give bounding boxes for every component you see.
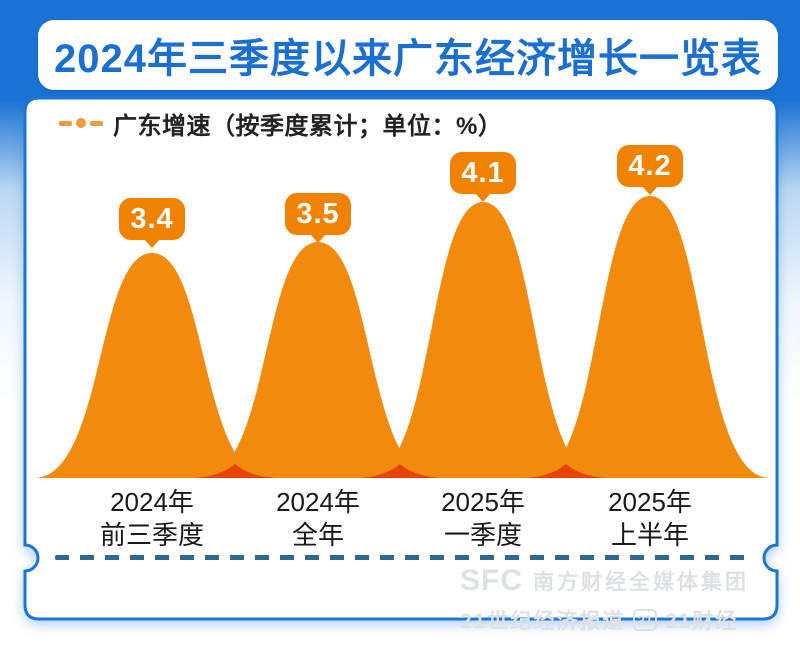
value-label-3: 4.1 xyxy=(461,156,505,189)
legend-dash-icon xyxy=(59,120,72,126)
x-axis-label-4: 2025年 上半年 xyxy=(560,486,740,552)
x-axis-label-3: 2025年 一季度 xyxy=(393,486,573,552)
value-badge-4: 4.2 xyxy=(617,145,683,187)
21-badge-icon: 21 xyxy=(633,609,657,631)
value-badge-1: 3.4 xyxy=(119,198,185,240)
value-label-2: 3.5 xyxy=(296,197,340,230)
value-badge-2: 3.5 xyxy=(285,193,351,235)
overlap-wedge-3 xyxy=(526,464,606,478)
card-border xyxy=(23,96,779,621)
overlap-wedge-1 xyxy=(195,464,275,478)
chart-card: 广东增速（按季度累计；单位：%） 3.4 3.5 4.1 4.2 2024年 前… xyxy=(23,96,779,633)
sfc-watermark: SFC 南方财经全媒体集团 21世纪经济报道 21 21财经 xyxy=(460,564,749,635)
x-axis-label-2: 2024年 全年 xyxy=(228,486,408,552)
peak-2025-q1 xyxy=(365,202,601,478)
peak-2024-q1-3 xyxy=(34,253,270,478)
x-axis-label-3-line1: 2025年 xyxy=(441,487,525,517)
overlap-wedge-2 xyxy=(360,464,440,478)
x-axis-label-1-line2: 前三季度 xyxy=(99,520,204,550)
x-axis-label-4-line1: 2025年 xyxy=(608,487,692,517)
value-label-1: 3.4 xyxy=(130,202,174,235)
legend-dash-icon xyxy=(90,120,103,126)
watermark-paper-name: 21世纪经济报道 xyxy=(460,610,626,633)
x-axis-label-4-line2: 上半年 xyxy=(610,520,689,550)
x-axis-label-1-line1: 2024年 xyxy=(110,487,194,517)
watermark-brand-name: 21财经 xyxy=(664,610,739,633)
title-banner: 2024年三季度以来广东经济增长一览表 xyxy=(38,20,778,90)
watermark-line2: 21世纪经济报道 21 21财经 xyxy=(460,605,749,635)
sfc-logo: SFC xyxy=(460,564,523,597)
dashed-divider xyxy=(55,555,749,560)
legend-dot-icon xyxy=(76,118,86,128)
peak-2025-h1 xyxy=(532,196,770,478)
legend-line-marker-icon xyxy=(59,118,103,128)
watermark-group-name: 南方财经全媒体集团 xyxy=(533,571,749,594)
value-label-4: 4.2 xyxy=(628,149,672,182)
legend: 广东增速（按季度累计；单位：%） xyxy=(59,106,502,140)
value-badge-3: 4.1 xyxy=(450,152,516,194)
x-axis-label-2-line1: 2024年 xyxy=(276,487,360,517)
x-axis-label-3-line2: 一季度 xyxy=(443,520,522,550)
growth-peaks-chart xyxy=(34,196,770,478)
legend-label: 广东增速（按季度累计；单位：%） xyxy=(113,112,503,140)
x-axis-label-2-line2: 全年 xyxy=(291,520,344,550)
x-axis-label-1: 2024年 前三季度 xyxy=(62,486,242,552)
peak-2024-full xyxy=(200,242,436,478)
page-title: 2024年三季度以来广东经济增长一览表 xyxy=(54,37,762,81)
watermark-line1: SFC 南方财经全媒体集团 xyxy=(460,564,749,598)
